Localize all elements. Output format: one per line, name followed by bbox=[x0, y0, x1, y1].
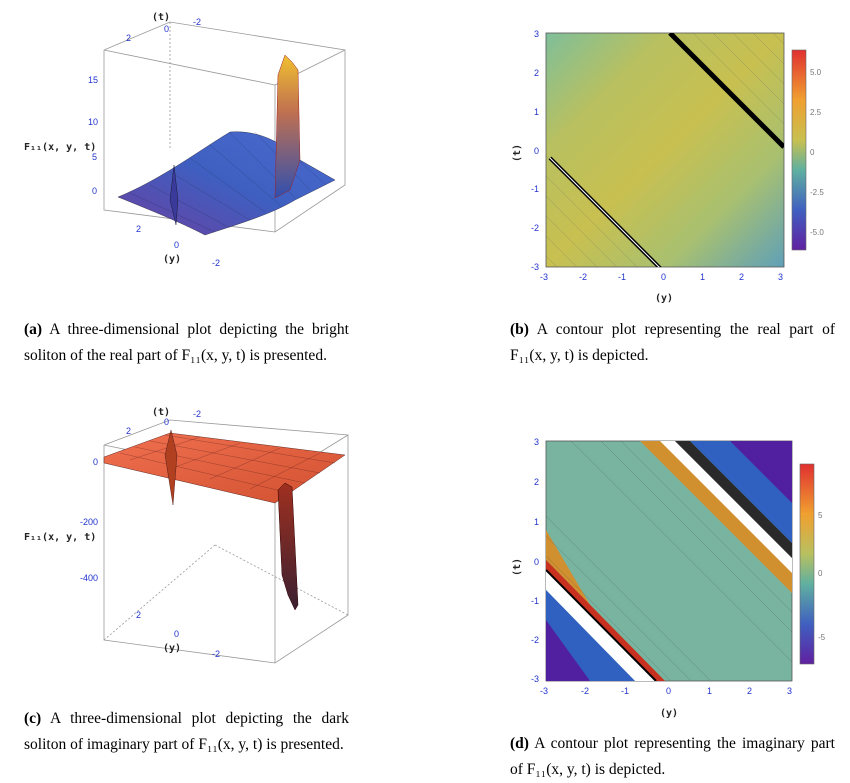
z-tick-a-1: 10 bbox=[88, 117, 98, 127]
y-tick-a-2: -2 bbox=[212, 258, 220, 268]
y-tick-b-0: 3 bbox=[534, 29, 539, 39]
dark-soliton-trough-c bbox=[277, 482, 299, 611]
x-tick-b-1: -2 bbox=[579, 272, 587, 282]
y-axis-label-c: (y) bbox=[163, 643, 181, 654]
z-tick-a-3: 0 bbox=[92, 186, 97, 196]
y-tick-b-4: -1 bbox=[531, 184, 539, 194]
caption-a-tag: (a) bbox=[24, 321, 43, 338]
caption-b-tag: (b) bbox=[510, 321, 529, 338]
x-tick-b-6: 3 bbox=[778, 272, 783, 282]
figure-b-plot: 3 2 1 0 -1 -2 -3 -3 -2 -1 0 1 2 3 (y) (t… bbox=[512, 29, 824, 304]
y-tick-b-2: 1 bbox=[534, 107, 539, 117]
y-tick-c-1: 0 bbox=[174, 629, 179, 639]
figure-a: (t) 2 0 -2 15 10 5 0 F₁₁(x, y, t) 2 0 -2… bbox=[0, 0, 420, 300]
t-tick-c-1: 0 bbox=[164, 417, 169, 427]
figure-d: 3 2 1 0 -1 -2 -3 -3 -2 -1 0 1 2 3 (y) (t… bbox=[500, 430, 845, 730]
y-tick-b-6: -3 bbox=[531, 262, 539, 272]
colorbar-b bbox=[791, 49, 807, 251]
y-axis-label-b: (t) bbox=[512, 144, 523, 162]
y-tick-a-0: 2 bbox=[136, 224, 141, 234]
surface-c bbox=[103, 432, 346, 504]
x-tick-d-4: 1 bbox=[707, 686, 712, 696]
singular-line-d bbox=[546, 569, 657, 681]
x-tick-d-3: 0 bbox=[666, 686, 671, 696]
z-axis-label-a: F₁₁(x, y, t) bbox=[24, 142, 96, 153]
y-tick-b-3: 0 bbox=[534, 146, 539, 156]
contour-lines-d bbox=[546, 441, 792, 681]
figure-c-plot: (t) 2 0 -2 0 -200 -400 F₁₁(x, y, t) 2 0 … bbox=[24, 407, 349, 664]
z-axis-label-c: F₁₁(x, y, t) bbox=[24, 532, 96, 543]
y-tick-a-1: 0 bbox=[174, 240, 179, 250]
x-tick-b-3: 0 bbox=[661, 272, 666, 282]
caption-c-tag: (c) bbox=[24, 710, 42, 727]
cb-tick-d-1: 0 bbox=[818, 569, 823, 578]
soliton-dip-a bbox=[169, 164, 179, 226]
x-tick-b-4: 1 bbox=[700, 272, 705, 282]
cb-tick-b-2: 0 bbox=[810, 148, 815, 157]
x-tick-d-6: 3 bbox=[787, 686, 792, 696]
caption-a: (a) A three-dimensional plot depicting t… bbox=[24, 317, 349, 369]
y-tick-d-5: -2 bbox=[531, 635, 539, 645]
surface-a bbox=[117, 131, 336, 236]
cb-tick-d-0: 5 bbox=[818, 511, 823, 520]
x-axis-label-d: (y) bbox=[660, 708, 678, 719]
caption-d: (d) A contour plot representing the imag… bbox=[510, 731, 835, 783]
cb-tick-b-1: 2.5 bbox=[810, 108, 822, 117]
singular-lines-b bbox=[548, 33, 784, 267]
cb-tick-d-2: -5 bbox=[818, 633, 826, 642]
y-tick-b-5: -2 bbox=[531, 223, 539, 233]
t-tick-a-2: -2 bbox=[193, 17, 201, 27]
t-tick-a-0: 2 bbox=[126, 33, 131, 43]
soliton-peak-a bbox=[274, 54, 301, 199]
t-axis-label-c: (t) bbox=[152, 407, 170, 418]
x-tick-b-5: 2 bbox=[739, 272, 744, 282]
y-tick-d-0: 3 bbox=[534, 437, 539, 447]
cb-tick-b-3: -2.5 bbox=[810, 188, 824, 197]
z-tick-c-2: -400 bbox=[80, 573, 98, 583]
figure-d-plot: 3 2 1 0 -1 -2 -3 -3 -2 -1 0 1 2 3 (y) (t… bbox=[512, 437, 826, 719]
caption-c-text: A three-dimensional plot depicting the d… bbox=[24, 710, 349, 753]
caption-b-text: A contour plot representing the real par… bbox=[510, 321, 835, 364]
x-tick-d-2: -1 bbox=[621, 686, 629, 696]
surface-c-mesh bbox=[119, 434, 336, 494]
y-axis-label-d: (t) bbox=[512, 558, 523, 576]
y-tick-d-4: -1 bbox=[531, 596, 539, 606]
y-tick-c-0: 2 bbox=[136, 610, 141, 620]
x-tick-d-1: -2 bbox=[581, 686, 589, 696]
y-tick-c-2: -2 bbox=[212, 649, 220, 659]
z-tick-a-0: 15 bbox=[88, 75, 98, 85]
contour-field-b bbox=[545, 32, 785, 268]
y-tick-d-6: -3 bbox=[531, 674, 539, 684]
x-tick-d-0: -3 bbox=[540, 686, 548, 696]
z-tick-c-0: 0 bbox=[93, 457, 98, 467]
x-tick-d-5: 2 bbox=[747, 686, 752, 696]
caption-d-text: A contour plot representing the imaginar… bbox=[510, 735, 835, 778]
x-tick-b-0: -3 bbox=[540, 272, 548, 282]
caption-c: (c) A three-dimensional plot depicting t… bbox=[24, 706, 349, 758]
colorbar-d bbox=[799, 463, 815, 665]
x-tick-b-2: -1 bbox=[618, 272, 626, 282]
dark-soliton-spike-c bbox=[164, 429, 178, 506]
y-tick-b-1: 2 bbox=[534, 68, 539, 78]
t-axis-label-a: (t) bbox=[152, 12, 170, 23]
caption-b: (b) A contour plot representing the real… bbox=[510, 317, 835, 369]
caption-d-tag: (d) bbox=[510, 735, 529, 752]
y-tick-d-2: 1 bbox=[534, 517, 539, 527]
y-axis-label-a: (y) bbox=[163, 254, 181, 265]
cb-tick-b-0: 5.0 bbox=[810, 68, 822, 77]
x-axis-label-b: (y) bbox=[655, 293, 673, 304]
z-tick-c-1: -200 bbox=[80, 517, 98, 527]
t-tick-c-0: 2 bbox=[126, 426, 131, 436]
y-tick-d-1: 2 bbox=[534, 477, 539, 487]
cb-tick-b-4: -5.0 bbox=[810, 228, 824, 237]
y-tick-d-3: 0 bbox=[534, 557, 539, 567]
figure-b: 3 2 1 0 -1 -2 -3 -3 -2 -1 0 1 2 3 (y) (t… bbox=[500, 20, 845, 310]
z-tick-a-2: 5 bbox=[92, 152, 97, 162]
t-tick-c-2: -2 bbox=[193, 409, 201, 419]
figure-c: (t) 2 0 -2 0 -200 -400 F₁₁(x, y, t) 2 0 … bbox=[0, 395, 420, 695]
caption-a-text: A three-dimensional plot depicting the b… bbox=[24, 321, 349, 364]
t-tick-a-1: 0 bbox=[164, 24, 169, 34]
figure-a-plot: (t) 2 0 -2 15 10 5 0 F₁₁(x, y, t) 2 0 -2… bbox=[24, 12, 346, 268]
